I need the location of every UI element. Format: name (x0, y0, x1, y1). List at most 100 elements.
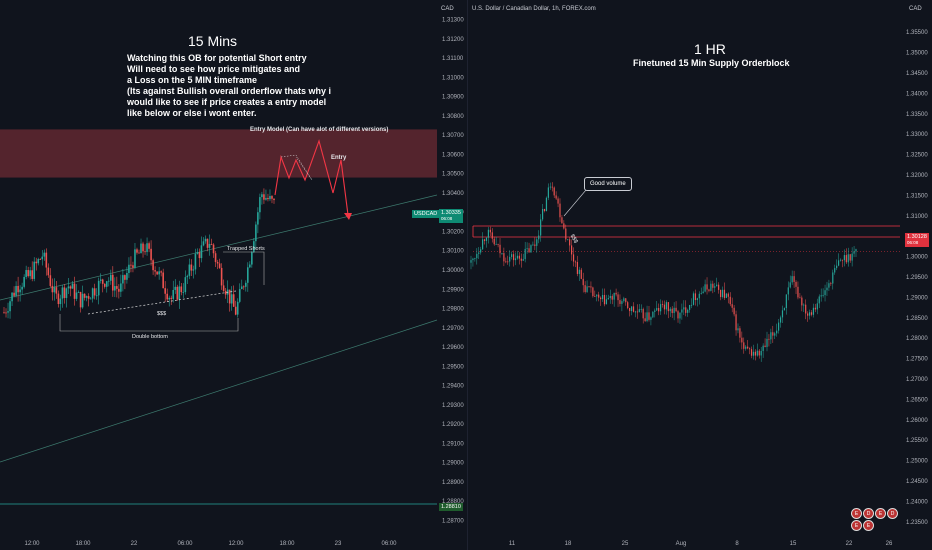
economic-event-icon[interactable]: E (851, 520, 862, 531)
candle-body (611, 295, 613, 300)
candle-body (572, 254, 575, 262)
candle-body (679, 312, 681, 319)
candle-body (603, 295, 606, 305)
candle-body (156, 271, 158, 275)
candle-body (727, 293, 729, 297)
candle-body (839, 259, 842, 261)
right-price-axis (900, 0, 932, 550)
right-chart-panel[interactable]: 1.35500 1.35000 1.34500 1.34000 1.33500 1.330… (467, 0, 932, 550)
candle-body (124, 275, 126, 280)
candle-body (822, 295, 824, 296)
candle-body (99, 279, 102, 281)
price-tick: 1.24000 (906, 499, 928, 505)
price-tick: 1.29600 (442, 345, 464, 351)
candle-body (849, 254, 851, 261)
double-bottom-bracket (59, 314, 239, 332)
candle-body (592, 287, 594, 297)
candle-body (507, 261, 509, 263)
candle-body (820, 295, 822, 297)
candle-body (677, 311, 679, 319)
candle-body (269, 196, 271, 200)
candle-body (57, 293, 60, 305)
price-tick: 1.31100 (442, 56, 464, 62)
candle-body (45, 252, 48, 268)
candle-body (648, 312, 650, 320)
candle-body (801, 297, 803, 306)
candle-body (166, 293, 169, 300)
candle-body (741, 337, 743, 343)
trend-line-lower (0, 319, 438, 463)
economic-event-icon[interactable]: D (863, 508, 874, 519)
candle-body (590, 286, 592, 288)
candle-body (574, 261, 577, 263)
entry-arrow-head (344, 213, 352, 220)
candle-body (723, 289, 726, 298)
candle-body (524, 248, 526, 260)
economic-event-icon[interactable]: E (863, 520, 874, 531)
economic-event-icon[interactable]: E (875, 508, 886, 519)
price-tick: 1.28500 (906, 316, 928, 322)
economic-event-icon[interactable]: D (887, 508, 898, 519)
price-tick: 1.29700 (442, 326, 464, 332)
candle-body (547, 187, 549, 198)
time-tick: 06:00 (177, 541, 193, 547)
candle-body (198, 252, 201, 259)
candle-body (23, 276, 25, 287)
price-tick: 1.31200 (442, 37, 464, 43)
candle-body (495, 244, 497, 245)
price-tick: 1.29000 (906, 295, 928, 301)
right-countdown: 06:08 (907, 240, 919, 245)
candle-body (73, 283, 76, 299)
candle-body (5, 312, 7, 314)
candle-body (681, 309, 683, 313)
candle-body (764, 345, 766, 348)
candle-body (714, 286, 716, 288)
candle-body (669, 308, 671, 312)
left-price-axis (437, 0, 467, 550)
price-tick: 1.25500 (906, 438, 928, 444)
candle-body (470, 260, 472, 263)
candle-body (505, 261, 507, 263)
candle-body (812, 307, 815, 315)
candle-body (491, 232, 493, 239)
right-chart-canvas[interactable]: 1.35500 1.35000 1.34500 1.34000 1.33500 1.330… (468, 0, 932, 550)
candle-body (613, 292, 615, 300)
candle-body (663, 304, 666, 310)
candle-body (59, 298, 62, 305)
candle-body (514, 258, 517, 261)
time-tick: 18 (565, 541, 572, 547)
candle-body (160, 271, 162, 273)
left-chart-panel[interactable]: 1.31300 1.31200 1.31100 1.31000 1.30900 1.308… (0, 0, 467, 550)
candle-body (719, 289, 722, 297)
price-tick: 1.30000 (906, 255, 928, 261)
price-tick: 1.30900 (442, 95, 464, 101)
price-tick: 1.23500 (906, 520, 928, 526)
candle-body (261, 194, 263, 198)
candle-body (586, 286, 588, 292)
time-tick: 22 (131, 541, 138, 547)
symbol-tag: USDCAD (412, 210, 440, 218)
price-tick: 1.35000 (906, 51, 928, 57)
candle-body (665, 302, 668, 310)
candle-body (29, 270, 31, 277)
candle-body (259, 197, 261, 213)
annotation-line: like below or else i wont enter. (127, 108, 257, 118)
candle-body (650, 317, 652, 320)
price-tick: 1.24500 (906, 479, 928, 485)
left-chart-canvas[interactable]: 1.31300 1.31200 1.31100 1.31000 1.30900 1.308… (0, 0, 467, 550)
candle-body (640, 308, 642, 310)
candle-body (120, 283, 122, 292)
economic-event-icon[interactable]: E (851, 508, 862, 519)
candle-body (107, 280, 110, 282)
candle-body (758, 350, 760, 356)
candle-body (797, 286, 799, 298)
candle-body (617, 294, 619, 301)
candle-body (853, 251, 855, 254)
candle-body (555, 195, 557, 199)
candle-body (837, 260, 840, 266)
candle-body (551, 186, 553, 188)
price-tick: 1.26500 (906, 397, 928, 403)
left-countdown: 06:08 (441, 216, 453, 221)
candle-body (146, 243, 148, 252)
